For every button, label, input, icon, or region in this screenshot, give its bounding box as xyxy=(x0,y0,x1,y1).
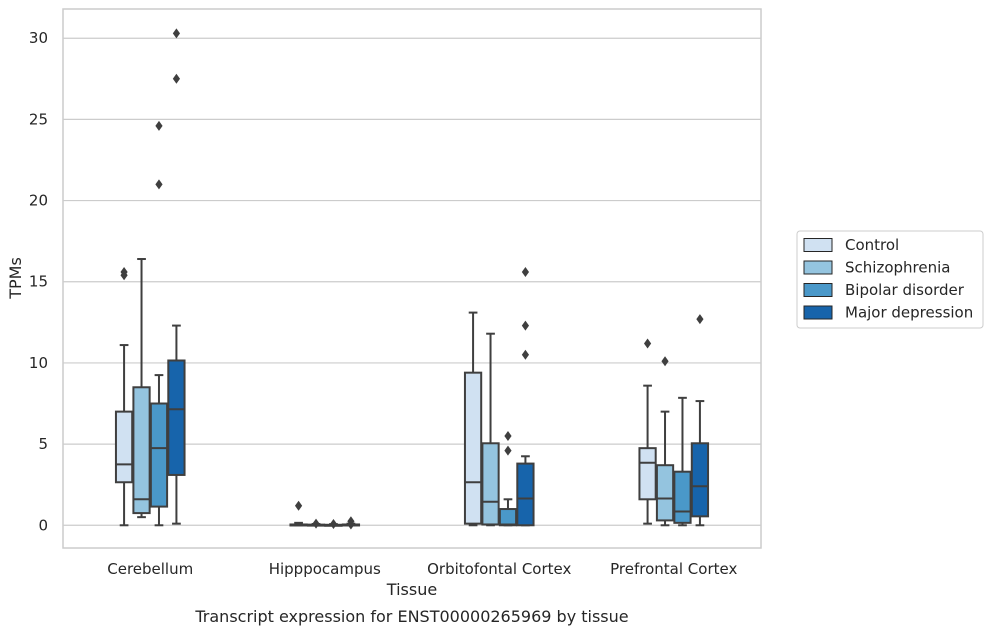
box-major-depression xyxy=(341,516,361,530)
box-groups xyxy=(114,28,710,530)
y-tick-label: 10 xyxy=(29,354,48,372)
box-body xyxy=(167,359,186,476)
legend-label: Schizophrenia xyxy=(845,259,950,277)
box-major-depression xyxy=(516,267,535,527)
legend-swatch xyxy=(803,283,833,297)
y-axis-label: TPMs xyxy=(6,257,25,300)
outlier-point xyxy=(172,73,181,84)
box-body xyxy=(498,508,518,527)
box-bipolar-disorder xyxy=(673,396,692,527)
outlier-point xyxy=(696,314,704,325)
outlier-point xyxy=(504,445,512,456)
outlier-point xyxy=(521,267,530,278)
box-control xyxy=(638,338,657,525)
figure-caption: Transcript expression for ENST0000026596… xyxy=(194,607,628,626)
box-body xyxy=(114,410,134,484)
x-tick-labels: Cerebellum Hipppocampus Orbitofontal Corte… xyxy=(107,560,737,578)
box-bipolar-disorder xyxy=(149,120,169,527)
box-schizophrenia xyxy=(481,332,500,527)
y-tick-label: 30 xyxy=(29,29,48,47)
outlier-point xyxy=(661,356,669,367)
box-body xyxy=(638,447,657,501)
legend-label: Bipolar disorder xyxy=(845,281,965,299)
box-major-depression xyxy=(167,28,186,525)
outlier-point xyxy=(643,338,652,349)
outlier-point xyxy=(504,430,512,441)
outlier-point xyxy=(155,179,163,190)
outlier-point xyxy=(120,267,128,278)
box-body xyxy=(655,464,675,522)
y-tick-label: 15 xyxy=(29,273,48,291)
y-tick-label: 25 xyxy=(29,110,48,128)
legend-swatch xyxy=(803,305,833,320)
outlier-point xyxy=(329,518,338,529)
box-control xyxy=(463,311,483,527)
box-control xyxy=(289,500,308,527)
box-body xyxy=(673,470,692,524)
box-body xyxy=(690,442,710,518)
legend-swatch xyxy=(803,238,833,252)
outlier-point xyxy=(347,519,355,530)
box-bipolar-disorder xyxy=(498,430,518,527)
x-tick-label: Hipppocampus xyxy=(269,560,381,578)
legend-label: Major depression xyxy=(845,304,973,322)
box-schizophrenia xyxy=(132,258,151,519)
y-tick-labels: 0 5 10 15 20 25 30 xyxy=(29,29,48,534)
outlier-point xyxy=(294,500,303,511)
box-control xyxy=(114,267,134,527)
y-tick-label: 5 xyxy=(38,435,48,453)
x-tick-label: Cerebellum xyxy=(107,560,193,578)
box-body xyxy=(516,462,535,527)
outlier-point xyxy=(312,518,320,529)
outlier-point xyxy=(521,320,530,331)
box-schizophrenia xyxy=(306,518,326,529)
box-body xyxy=(132,386,151,515)
plot-frame xyxy=(62,8,762,549)
legend-label: Control xyxy=(845,236,899,254)
y-tick-label: 0 xyxy=(38,516,48,534)
outlier-point xyxy=(155,120,163,131)
x-tick-label: Orbitofontal Cortex xyxy=(427,560,571,578)
x-axis-label: Tissue xyxy=(386,580,437,599)
box-body xyxy=(481,442,500,526)
box-bipolar-disorder xyxy=(324,518,343,529)
legend-frame xyxy=(796,230,984,329)
outlier-point xyxy=(521,349,530,360)
outlier-point xyxy=(172,28,181,39)
box-schizophrenia xyxy=(655,356,675,527)
x-tick-label: Prefrontal Cortex xyxy=(610,560,737,578)
box-body xyxy=(149,402,169,508)
legend-swatch xyxy=(803,260,833,275)
box-major-depression xyxy=(690,314,710,527)
y-tick-label: 20 xyxy=(29,192,48,210)
box-body xyxy=(463,371,483,525)
legend: Control Schizophrenia Bipolar disorder Majo… xyxy=(796,230,984,329)
